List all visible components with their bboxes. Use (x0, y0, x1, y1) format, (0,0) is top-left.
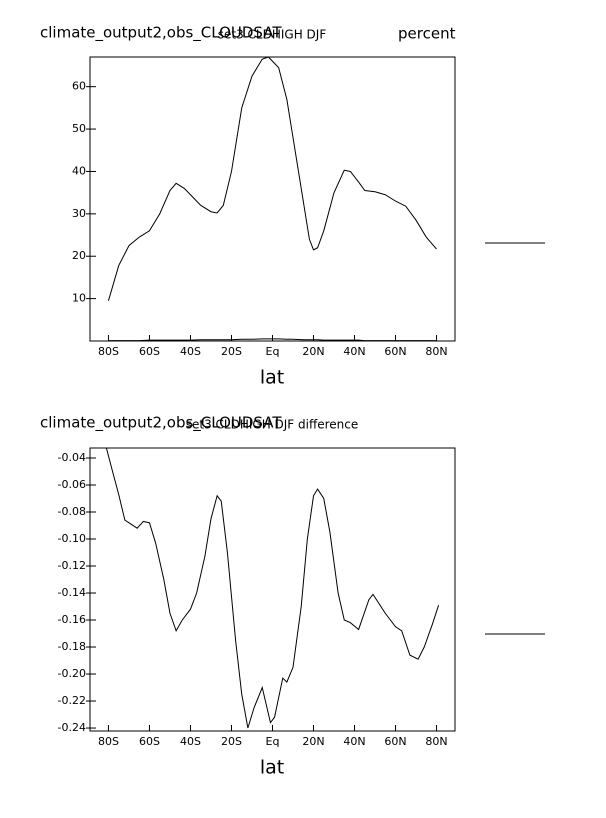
y-tick-label: -0.24 (58, 721, 86, 734)
y-tick-label: 20 (72, 249, 86, 262)
y-tick-label: 40 (72, 164, 86, 177)
x-tick-label: Eq (266, 735, 280, 748)
units: percent (398, 25, 456, 43)
data-line (108, 338, 437, 341)
x-axis-label: lat (260, 367, 284, 389)
x-tick-label: Eq (266, 345, 280, 358)
y-tick-label: -0.10 (58, 532, 86, 545)
x-tick-label: 80S (98, 345, 119, 358)
chart-subtitle: set3 CLDHIGH DJF difference (186, 418, 359, 432)
y-tick-label: -0.06 (58, 478, 86, 491)
y-tick-label: 30 (72, 207, 86, 220)
y-tick-label: -0.20 (58, 667, 86, 680)
x-tick-label: 20N (302, 735, 324, 748)
x-tick-label: 80N (425, 735, 447, 748)
x-axis-label: lat (260, 757, 284, 779)
x-tick-label: 20S (221, 345, 242, 358)
y-tick-label: -0.22 (58, 694, 86, 707)
data-line (105, 448, 440, 729)
x-tick-label: 60N (384, 345, 406, 358)
y-tick-label: -0.14 (58, 586, 86, 599)
y-tick-label: 10 (72, 292, 86, 305)
x-tick-label: 20N (302, 345, 324, 358)
y-tick-label: -0.08 (58, 505, 86, 518)
y-tick-label: 50 (72, 122, 86, 135)
x-tick-label: 40S (180, 735, 201, 748)
x-tick-label: 60S (139, 735, 160, 748)
x-tick-label: 60S (139, 345, 160, 358)
y-tick-label: -0.18 (58, 640, 86, 653)
x-tick-label: 80N (425, 345, 447, 358)
chart-subtitle: set3 CLDHIGH DJF (218, 28, 327, 42)
chart-title: climate_output2,obs_CLOUDSAT (40, 414, 282, 433)
x-tick-label: 40S (180, 345, 201, 358)
chart-title: climate_output2,obs_CLOUDSAT (40, 24, 282, 43)
y-tick-label: -0.04 (58, 451, 86, 464)
x-tick-label: 40N (343, 735, 365, 748)
y-tick-label: 60 (72, 80, 86, 93)
y-tick-label: -0.12 (58, 559, 86, 572)
x-tick-label: 60N (384, 735, 406, 748)
x-tick-label: 80S (98, 735, 119, 748)
y-tick-label: -0.16 (58, 613, 86, 626)
x-tick-label: 40N (343, 345, 365, 358)
data-line (107, 57, 437, 301)
x-tick-label: 20S (221, 735, 242, 748)
